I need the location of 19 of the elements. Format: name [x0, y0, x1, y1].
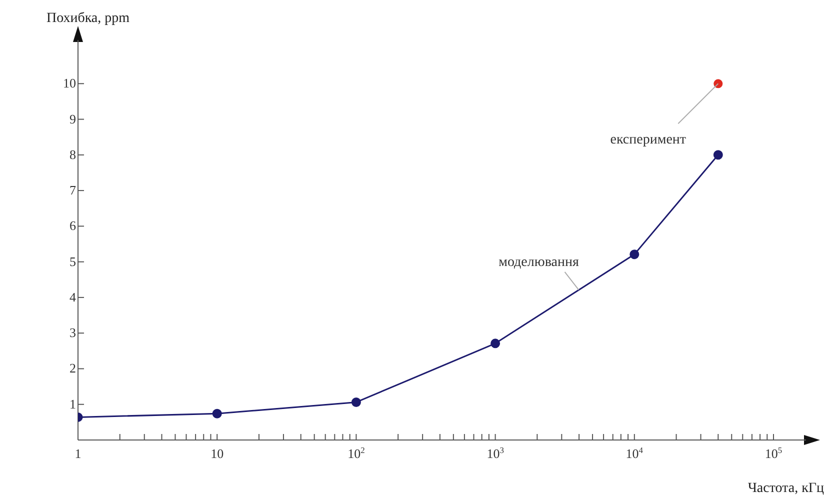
x-tick-label: 10$^{3}$: [486, 445, 504, 461]
y-tick-label: 3: [70, 325, 76, 340]
y-tick-label: 10: [63, 76, 76, 91]
x-axis-title: Частота, кГц: [748, 481, 824, 496]
y-tick-label: 4: [70, 289, 76, 304]
y-tick-label: 9: [70, 111, 76, 126]
y-tick-label: 8: [70, 146, 76, 162]
y-tick-label: 1: [70, 396, 76, 412]
text: експеримент: [610, 132, 686, 148]
y-tick-label: 6: [70, 218, 76, 234]
y-tick-label: 2: [70, 360, 76, 376]
y-axis-title: Похибка, ppm: [46, 11, 130, 26]
x-tick-label: 10$^{4}$: [626, 445, 644, 461]
x-tick-label: 10$^{5}$: [764, 445, 782, 461]
series-label: моделювання: [498, 254, 580, 270]
x-tick-label: 10$^{2}$: [348, 445, 365, 461]
x-tick-label: 10: [210, 446, 224, 461]
y-tick-label: 5: [70, 254, 76, 269]
y-tick-label: 7: [70, 182, 76, 198]
